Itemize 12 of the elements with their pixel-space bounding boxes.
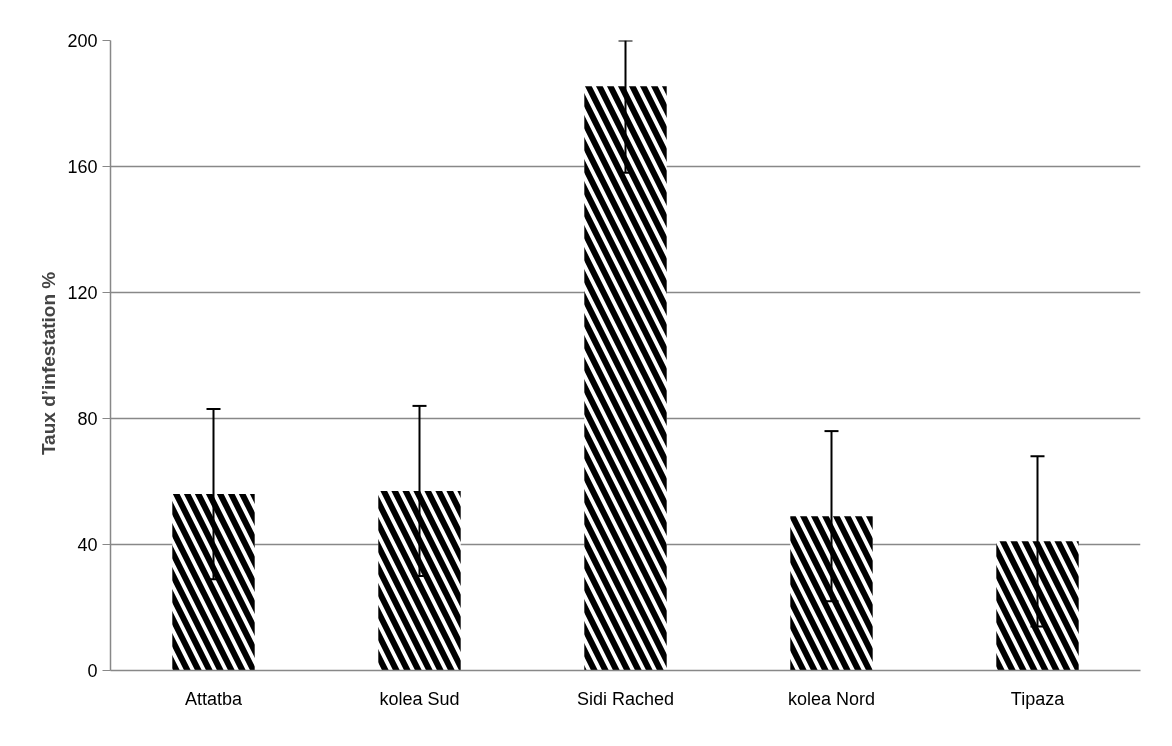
y-tick-label: 200: [67, 31, 98, 51]
y-tick-label: 0: [87, 661, 98, 681]
x-tick-label: Attatba: [184, 688, 244, 709]
y-tick-label: 120: [67, 283, 98, 303]
y-tick-label: 40: [77, 535, 98, 555]
x-tick-label: Sidi Rached: [576, 688, 675, 709]
y-axis-title: Taux d’infestation %: [38, 271, 60, 456]
x-tick-label: kolea Sud: [379, 688, 460, 709]
y-tick-label: 160: [67, 157, 98, 177]
x-tick-label: kolea Nord: [787, 688, 876, 709]
x-tick-label: Tipaza: [1010, 688, 1066, 709]
y-tick-label: 80: [77, 409, 98, 429]
